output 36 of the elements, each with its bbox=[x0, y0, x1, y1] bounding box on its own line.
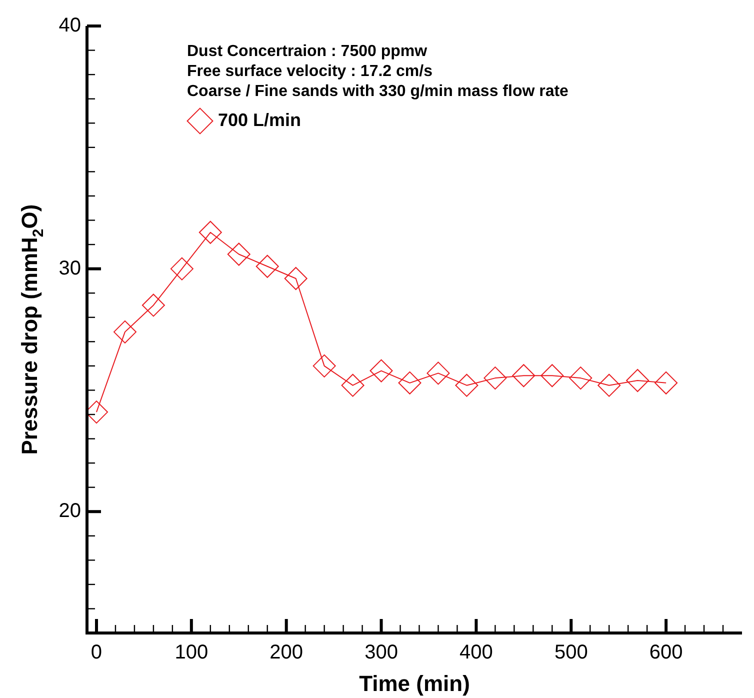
point bbox=[398, 371, 422, 394]
point bbox=[341, 374, 364, 397]
annotation: Free surface velocity : 17.2 cm/s bbox=[187, 63, 433, 80]
annotation: Dust Concertraion : 7500 ppmw bbox=[187, 43, 428, 60]
x-tick-label: 600 bbox=[649, 642, 683, 664]
point bbox=[227, 242, 250, 266]
point bbox=[455, 374, 478, 397]
x-tick-label: 100 bbox=[174, 642, 208, 664]
point bbox=[284, 267, 308, 290]
point bbox=[142, 294, 165, 317]
legend-label: 700 L/min bbox=[218, 110, 302, 130]
annotation: Coarse / Fine sands with 330 g/min mass flow rate bbox=[187, 83, 569, 100]
x-tick-label: 200 bbox=[270, 642, 304, 664]
point bbox=[198, 220, 222, 244]
x-tick-label: 0 bbox=[90, 642, 102, 664]
point bbox=[512, 364, 536, 388]
x-tick-label: 500 bbox=[554, 642, 588, 664]
point bbox=[598, 374, 621, 397]
point bbox=[113, 320, 136, 344]
point bbox=[654, 371, 678, 394]
point bbox=[312, 354, 336, 378]
y-tick-label: 30 bbox=[58, 257, 81, 280]
y-tick-label: 20 bbox=[58, 500, 81, 522]
x-axis-title: Time (min) bbox=[359, 670, 470, 696]
x-tick-label: 400 bbox=[460, 642, 493, 664]
point bbox=[484, 366, 507, 390]
point bbox=[370, 359, 393, 382]
point bbox=[256, 254, 279, 278]
x-tick-label: 300 bbox=[364, 642, 398, 664]
point bbox=[626, 368, 650, 392]
point bbox=[170, 257, 194, 280]
point bbox=[540, 364, 564, 388]
point bbox=[426, 362, 450, 385]
y-tick-label: 40 bbox=[58, 14, 81, 37]
y-axis-title: Pressure drop (mmH2O) bbox=[17, 204, 47, 455]
point bbox=[569, 366, 592, 390]
